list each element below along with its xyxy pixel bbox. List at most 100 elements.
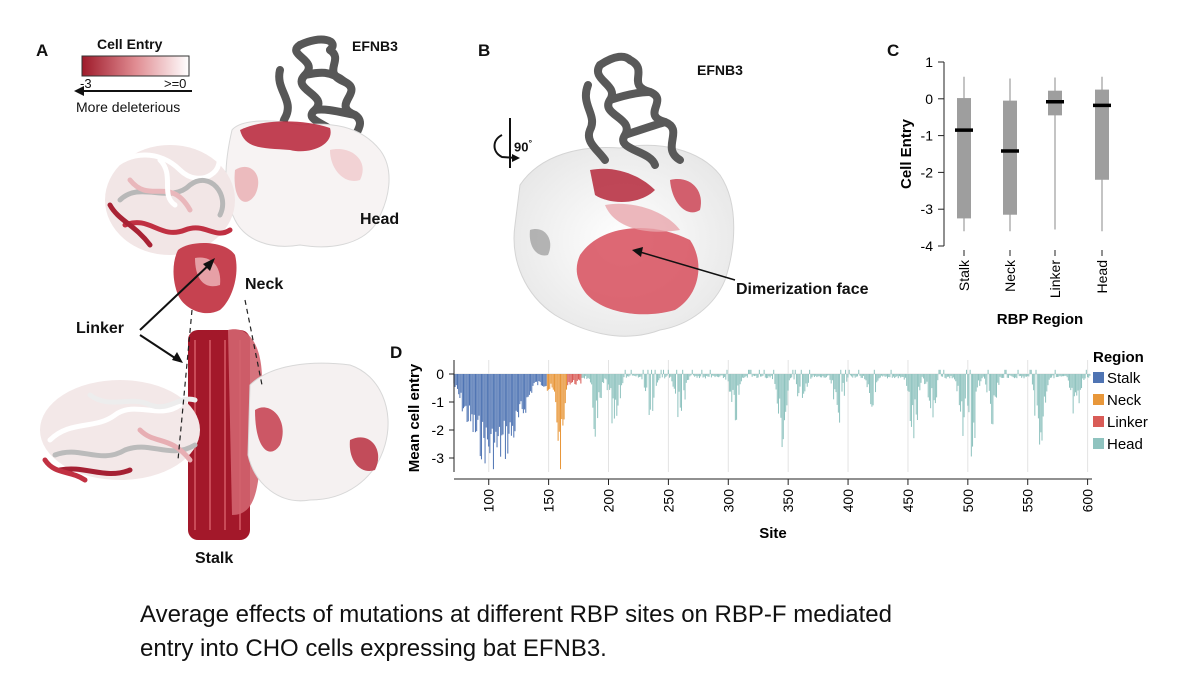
d-bar xyxy=(674,374,677,394)
d-bar xyxy=(479,374,481,457)
d-bar xyxy=(710,374,712,378)
d-bar xyxy=(938,369,940,374)
d-bar xyxy=(763,369,765,374)
d-bar xyxy=(835,374,837,393)
d-bar xyxy=(878,374,880,379)
d-bar xyxy=(497,374,499,437)
d-bar xyxy=(1017,369,1019,374)
d-bar xyxy=(736,374,738,420)
d-bar xyxy=(787,374,789,391)
d-bar xyxy=(586,374,588,379)
d-bar xyxy=(877,374,879,381)
c-y-axis-label: Cell Entry xyxy=(898,118,915,189)
d-bar xyxy=(906,374,908,386)
d-bar xyxy=(931,374,933,389)
d-bar xyxy=(1064,374,1066,376)
d-bar xyxy=(646,374,648,388)
d-bar xyxy=(629,374,631,376)
d-bar xyxy=(970,374,972,457)
d-bar xyxy=(532,374,534,386)
d-bar xyxy=(719,374,721,377)
d-legend-swatch xyxy=(1093,438,1104,449)
d-bar xyxy=(560,374,562,470)
d-bar xyxy=(526,374,528,398)
d-bar xyxy=(1058,374,1060,377)
d-bar xyxy=(665,374,667,377)
d-bar xyxy=(781,374,783,448)
d-bar xyxy=(676,369,678,374)
d-bar xyxy=(992,374,994,425)
d-bar xyxy=(625,374,627,378)
d-bar xyxy=(1028,374,1030,377)
d-bar xyxy=(872,374,874,406)
linker-dash-right xyxy=(244,299,263,386)
d-bar xyxy=(473,374,475,415)
d-bar xyxy=(546,374,548,391)
d-bar xyxy=(472,374,474,433)
d-bar xyxy=(730,374,732,392)
c-box xyxy=(1003,100,1017,215)
d-bar xyxy=(714,374,716,378)
d-bar xyxy=(579,374,581,381)
d-bar xyxy=(569,374,571,385)
d-bar xyxy=(456,374,459,389)
d-bar xyxy=(798,374,800,394)
d-bar xyxy=(576,374,578,381)
d-bar xyxy=(880,374,883,376)
d-bar xyxy=(751,374,753,377)
d-bar xyxy=(1082,374,1084,379)
d-bar xyxy=(571,374,573,383)
d-bar xyxy=(615,374,617,400)
d-bar xyxy=(980,374,982,382)
d-bar xyxy=(1067,374,1069,381)
d-bar xyxy=(677,374,679,418)
d-bar xyxy=(746,374,748,378)
d-bar xyxy=(939,369,941,374)
d-bar xyxy=(585,374,587,377)
d-bar xyxy=(891,374,893,378)
d-bar xyxy=(619,374,621,399)
d-bar xyxy=(490,374,492,435)
d-bars xyxy=(453,369,1091,470)
d-bar xyxy=(557,374,559,441)
d-bar xyxy=(718,374,720,378)
d-bar xyxy=(1025,374,1027,377)
d-bar xyxy=(611,374,613,424)
d-bar xyxy=(513,374,515,438)
d-bar xyxy=(742,374,744,378)
head-shade-a xyxy=(234,166,259,202)
d-bar xyxy=(577,374,579,380)
d-bar xyxy=(474,374,476,433)
d-bar xyxy=(841,374,843,392)
d-bar xyxy=(854,374,856,378)
d-bar xyxy=(1015,374,1017,378)
d-bar xyxy=(503,374,505,421)
d-bar xyxy=(1029,369,1031,374)
d-bar xyxy=(1010,374,1012,376)
d-bar xyxy=(1037,374,1039,419)
d-bar xyxy=(757,374,759,378)
d-legend-label: Neck xyxy=(1107,392,1142,409)
d-bar xyxy=(1079,374,1081,390)
d-bar xyxy=(725,374,727,380)
d-bar xyxy=(795,374,797,385)
d-bar xyxy=(668,374,671,378)
d-bar xyxy=(909,374,911,421)
d-bar xyxy=(860,374,862,378)
d-bar xyxy=(815,374,817,376)
d-bar xyxy=(842,374,844,383)
d-bar xyxy=(1022,374,1024,377)
d-bar xyxy=(624,369,626,374)
d-bar xyxy=(609,374,611,390)
d-bar xyxy=(859,374,861,376)
d-bar xyxy=(658,374,660,381)
d-bar xyxy=(740,374,742,382)
d-bar xyxy=(1083,374,1085,380)
d-bar xyxy=(890,369,892,374)
d-bar xyxy=(661,374,663,378)
c-x-tick-label: Neck xyxy=(1002,259,1018,292)
d-bar xyxy=(884,374,886,377)
d-bar xyxy=(689,374,691,377)
d-bar xyxy=(794,369,796,374)
d-bar xyxy=(951,374,953,379)
